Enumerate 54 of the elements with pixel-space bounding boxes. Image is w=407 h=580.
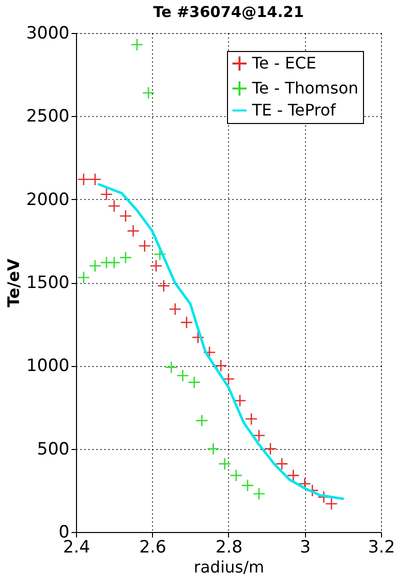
point bbox=[234, 394, 246, 407]
point bbox=[154, 248, 166, 261]
point bbox=[119, 251, 132, 264]
point bbox=[168, 302, 182, 316]
point bbox=[276, 457, 288, 470]
point bbox=[130, 38, 144, 51]
point bbox=[126, 224, 140, 238]
point bbox=[88, 260, 102, 272]
point bbox=[195, 414, 208, 427]
y-tick-label: 2500 bbox=[26, 106, 70, 127]
y-tick-label: 3000 bbox=[26, 24, 70, 44]
point bbox=[77, 271, 90, 284]
point bbox=[142, 86, 155, 100]
x-axis-title: radius/m bbox=[194, 558, 264, 576]
point bbox=[192, 331, 204, 344]
x-tick-label: 3.2 bbox=[368, 538, 396, 558]
y-axis-title: Te/eV bbox=[4, 258, 24, 308]
point bbox=[119, 210, 132, 222]
point bbox=[218, 457, 232, 470]
x-tick-label: 2.4 bbox=[62, 538, 90, 558]
point bbox=[108, 256, 120, 269]
y-tick-label: 1500 bbox=[26, 273, 70, 293]
point bbox=[286, 469, 300, 482]
point bbox=[88, 173, 102, 186]
line-series bbox=[98, 183, 344, 500]
x-tick-label: 2.8 bbox=[215, 538, 243, 558]
legend-label: Te - Thomson bbox=[251, 78, 358, 98]
y-tick-label: 2000 bbox=[26, 190, 70, 210]
point bbox=[150, 260, 162, 272]
point bbox=[164, 360, 178, 374]
point bbox=[252, 487, 266, 500]
y-tick-label: 500 bbox=[37, 439, 70, 460]
point bbox=[241, 479, 254, 492]
point bbox=[180, 316, 193, 329]
point bbox=[188, 376, 201, 389]
legend-label: TE - TeProf bbox=[251, 100, 336, 120]
chart-title: Te #36074@14.21 bbox=[153, 3, 304, 21]
point bbox=[176, 369, 190, 382]
point bbox=[108, 200, 120, 212]
x-tick-label: 3 bbox=[300, 538, 311, 558]
point bbox=[245, 412, 258, 426]
x-tick-label: 2.6 bbox=[139, 538, 166, 558]
point bbox=[77, 173, 90, 186]
legend-label: Te - ECE bbox=[251, 54, 316, 72]
point bbox=[206, 442, 220, 456]
point bbox=[252, 429, 266, 442]
point bbox=[203, 346, 216, 359]
point bbox=[138, 240, 151, 252]
y-tick-label: 1000 bbox=[26, 356, 70, 376]
point bbox=[264, 442, 277, 456]
point bbox=[157, 279, 170, 292]
point bbox=[230, 469, 242, 482]
point bbox=[214, 359, 228, 372]
point bbox=[100, 188, 113, 201]
